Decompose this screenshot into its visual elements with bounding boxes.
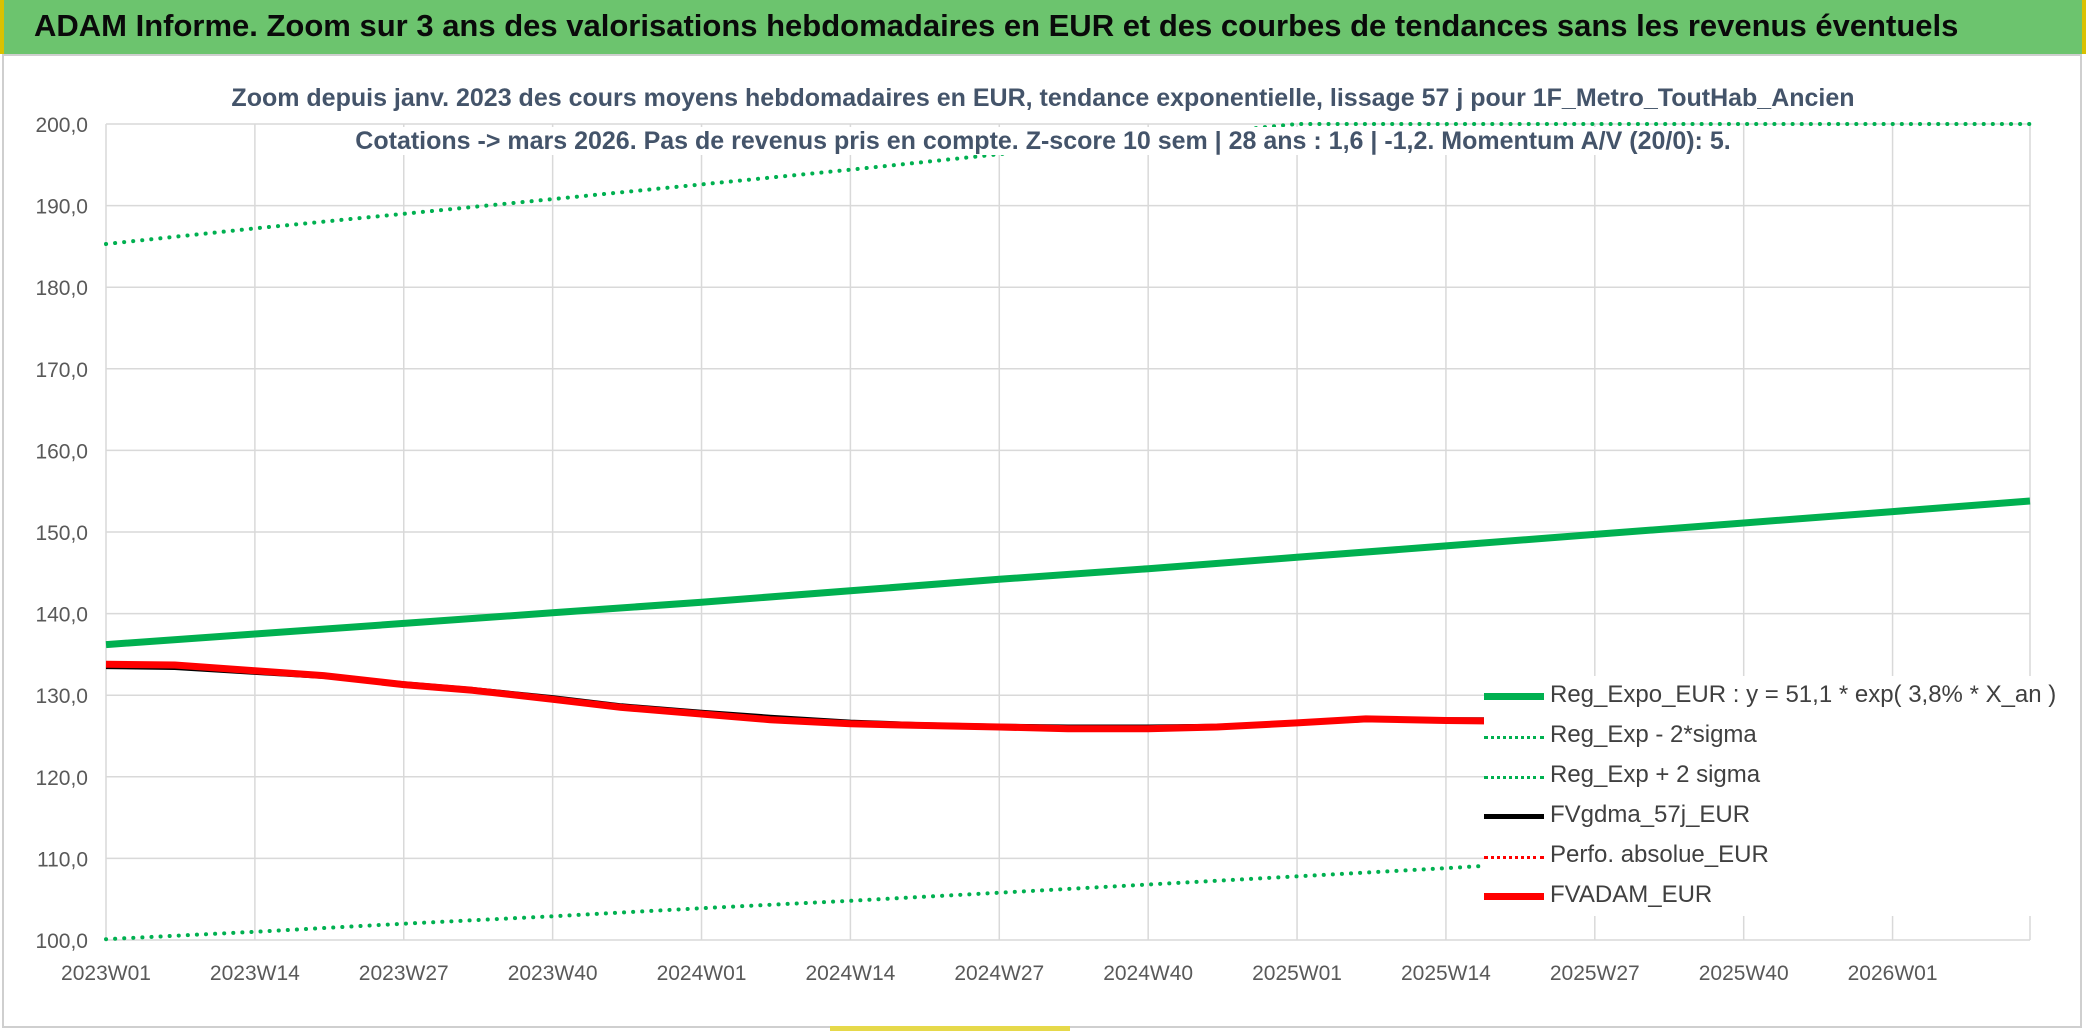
legend-swatch (1484, 776, 1544, 779)
legend-label: Reg_Exp - 2*sigma (1550, 721, 1757, 748)
y-tick-label: 100,0 (35, 930, 88, 953)
y-tick-label: 150,0 (35, 522, 88, 545)
y-tick-label: 140,0 (35, 604, 88, 627)
x-tick-label: 2024W14 (805, 962, 895, 985)
legend-swatch (1484, 893, 1544, 900)
y-tick-label: 130,0 (35, 685, 88, 708)
legend-label: Reg_Exp + 2 sigma (1550, 761, 1761, 788)
x-tick-label: 2025W01 (1252, 962, 1342, 985)
report-banner: ADAM Informe. Zoom sur 3 ans des valoris… (0, 0, 2086, 54)
chart-title-line-1: Zoom depuis janv. 2023 des cours moyens … (0, 84, 2086, 113)
legend-item: Reg_Exp + 2 sigma (1484, 756, 2044, 796)
legend-swatch (1484, 736, 1544, 739)
y-tick-label: 120,0 (35, 767, 88, 790)
legend-label: Perfo. absolue_EUR (1550, 841, 1769, 868)
x-tick-label: 2026W01 (1848, 962, 1938, 985)
legend-item: Reg_Exp - 2*sigma (1484, 716, 2044, 756)
legend-swatch (1484, 693, 1544, 700)
legend-swatch (1484, 856, 1544, 859)
x-tick-label: 2023W40 (508, 962, 598, 985)
legend-label: FVgdma_57j_EUR (1550, 801, 1751, 828)
y-tick-label: 170,0 (35, 359, 88, 382)
y-tick-label: 200,0 (35, 114, 88, 137)
legend-label: Reg_Expo_EUR : y = 51,1 * exp( 3,8% * X_… (1550, 681, 2057, 708)
x-tick-label: 2024W27 (954, 962, 1044, 985)
y-tick-label: 190,0 (35, 196, 88, 219)
x-tick-label: 2024W40 (1103, 962, 1193, 985)
y-tick-label: 180,0 (35, 277, 88, 300)
x-tick-label: 2024W01 (657, 962, 747, 985)
legend-item: Reg_Expo_EUR : y = 51,1 * exp( 3,8% * X_… (1484, 676, 2056, 716)
y-tick-label: 160,0 (35, 440, 88, 463)
x-tick-label: 2023W01 (61, 962, 151, 985)
chart-title-line-2: Cotations -> mars 2026. Pas de revenus p… (0, 127, 2086, 156)
y-tick-label: 110,0 (37, 848, 88, 871)
x-tick-label: 2025W27 (1550, 962, 1640, 985)
x-tick-label: 2023W27 (359, 962, 449, 985)
legend-item: Perfo. absolue_EUR (1484, 836, 2044, 876)
bottom-accent-bar (830, 1026, 1070, 1031)
legend-label: FVADAM_EUR (1550, 881, 1713, 908)
report-title: ADAM Informe. Zoom sur 3 ans des valoris… (34, 8, 1959, 43)
series-line-reg_expo_eur (105, 497, 2031, 649)
x-tick-label: 2025W14 (1401, 962, 1491, 985)
x-tick-label: 2025W40 (1699, 962, 1789, 985)
legend-swatch (1484, 814, 1544, 819)
chart-legend: Reg_Expo_EUR : y = 51,1 * exp( 3,8% * X_… (1484, 676, 2056, 916)
legend-item: FVADAM_EUR (1484, 876, 2044, 916)
legend-item: FVgdma_57j_EUR (1484, 796, 2044, 836)
x-tick-label: 2023W14 (210, 962, 300, 985)
